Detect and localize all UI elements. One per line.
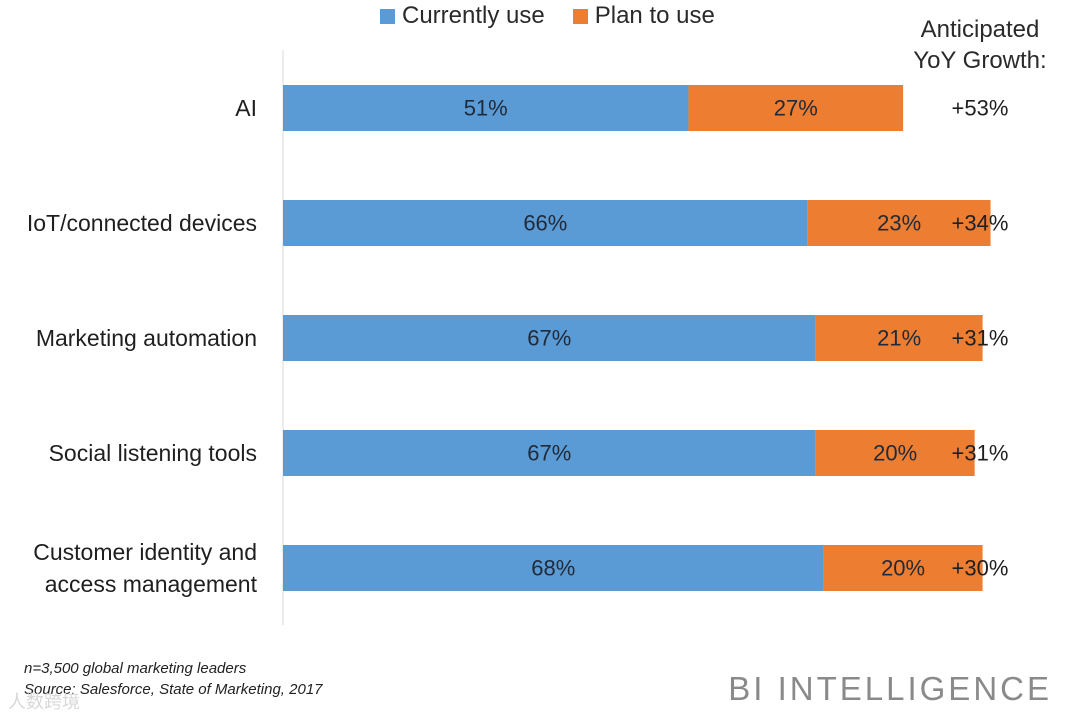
legend-swatch-currently-use — [380, 8, 395, 24]
bar-currently-use — [283, 200, 808, 246]
legend-item-plan-to-use: Plan to use — [572, 2, 715, 30]
brand-logo-text: BI INTELLIGENCE — [728, 670, 1052, 707]
growth-value: +30% — [952, 556, 1009, 581]
watermark: 人数跨境 — [8, 692, 80, 712]
category-label: access management — [45, 571, 258, 597]
growth-value: +31% — [952, 441, 1009, 466]
bar-plan-to-use — [815, 430, 975, 476]
data-label-plan-to-use: 27% — [774, 96, 818, 121]
growth-header-line-2: YoY Growth: — [913, 47, 1047, 74]
growth-value: +31% — [952, 326, 1009, 351]
data-label-currently-use: 67% — [527, 326, 571, 351]
bar-plan-to-use — [807, 200, 991, 246]
legend-item-currently-use: Currently use — [380, 2, 545, 30]
bar-currently-use — [283, 315, 816, 361]
bar-currently-use — [283, 85, 689, 131]
legend-label-plan-to-use: Plan to use — [594, 2, 715, 29]
data-label-currently-use: 51% — [464, 96, 508, 121]
bar-currently-use — [283, 545, 824, 591]
legend-swatch-plan-to-use — [572, 8, 588, 24]
data-label-currently-use: 67% — [527, 441, 571, 466]
growth-header-line-1: Anticipated — [920, 16, 1040, 43]
footnote-sample: n=3,500 global marketing leaders — [24, 660, 247, 677]
data-label-currently-use: 68% — [531, 556, 575, 581]
bar-plan-to-use — [815, 315, 983, 361]
category-label: IoT/connected devices — [27, 210, 257, 236]
category-label: AI — [235, 95, 257, 121]
bar-plan-to-use — [823, 545, 983, 591]
data-label-plan-to-use: 20% — [881, 556, 925, 581]
growth-header: Anticipated YoY Growth: — [890, 14, 1070, 76]
growth-value: +34% — [952, 211, 1009, 236]
category-label: Marketing automation — [36, 325, 257, 351]
legend: Currently use Plan to use — [380, 2, 743, 30]
data-label-plan-to-use: 20% — [873, 441, 917, 466]
footnote-source: Source: Salesforce, State of Marketing, … — [24, 681, 323, 698]
data-label-currently-use: 66% — [523, 211, 567, 236]
bar-plan-to-use — [688, 85, 904, 131]
data-label-plan-to-use: 21% — [877, 326, 921, 351]
category-label: Social listening tools — [49, 440, 257, 466]
growth-value: +53% — [952, 96, 1009, 121]
legend-label-currently-use: Currently use — [402, 2, 545, 29]
category-label: Customer identity and — [33, 539, 257, 565]
bar-currently-use — [283, 430, 816, 476]
data-label-plan-to-use: 23% — [877, 211, 921, 236]
